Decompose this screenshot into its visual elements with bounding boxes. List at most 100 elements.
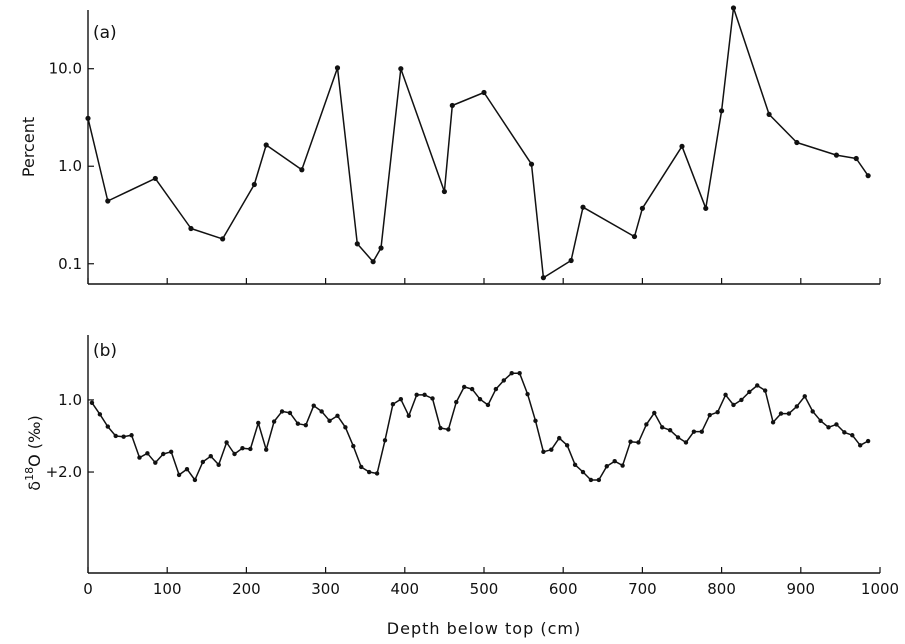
panel-a-data-point xyxy=(449,102,455,109)
panel-b-data-point xyxy=(382,438,388,443)
panel-b-data-point xyxy=(343,425,348,430)
panel-b-data-point xyxy=(675,435,681,440)
panel-b-data-point xyxy=(295,421,301,426)
panel-b-data-point xyxy=(596,477,602,483)
panel-b-x-tick-label: 100 xyxy=(153,580,182,598)
panel-a-data-point xyxy=(481,89,487,96)
panel-b-data-point xyxy=(818,418,823,424)
panel-b-data-point xyxy=(580,469,586,475)
panel-b-data-point xyxy=(129,433,134,438)
panel-b-data-point xyxy=(786,411,792,416)
panel-a-data-point xyxy=(334,65,341,71)
panel-b-data-point xyxy=(493,386,499,392)
panel-b-data-point xyxy=(723,392,728,398)
panel-b-x-tick-label: 500 xyxy=(470,580,499,598)
panel-b-data-point xyxy=(89,400,95,405)
panel-b-data-point xyxy=(501,378,506,383)
panel-b-data-point xyxy=(699,429,704,434)
panel-b-data-point xyxy=(755,383,760,388)
panel-b-data-point xyxy=(279,409,285,414)
panel-b-data-point xyxy=(517,371,522,376)
panel-b-data-point xyxy=(105,424,111,429)
panel-b-x-tick-label: 300 xyxy=(311,580,340,598)
panel-b-points xyxy=(89,371,871,483)
panel-a-data-point xyxy=(730,5,737,11)
panel-a-data-point xyxy=(568,257,574,264)
panel-b-data-point xyxy=(810,409,815,414)
panel-a-data-point xyxy=(251,181,257,188)
panel-a-data-point xyxy=(540,275,547,281)
panel-b-data-point xyxy=(572,462,578,468)
panel-a-data-point xyxy=(794,139,800,146)
panel-a-data-point xyxy=(354,241,360,247)
panel-a-data-point xyxy=(631,233,638,240)
panel-b-data-point xyxy=(636,440,641,445)
panel-b-data-point xyxy=(335,413,340,418)
panel-b-data-point xyxy=(216,462,221,468)
panel-b-data-point xyxy=(557,435,562,441)
panel-b-data-point xyxy=(271,419,277,424)
panel-a-data-point xyxy=(853,155,859,162)
panel-a-data-point xyxy=(263,142,269,148)
panel-b-data-point xyxy=(834,422,839,427)
panel-b-data-point xyxy=(739,397,744,403)
panel-b-data-point xyxy=(287,410,293,416)
panel-a-data-point xyxy=(639,205,646,211)
panel-a-data-point xyxy=(188,225,194,232)
panel-b-data-point xyxy=(430,396,435,401)
panel-b-data-point xyxy=(652,410,657,416)
panel-a-y-tick-label: 10.0 xyxy=(49,60,82,78)
panel-a-points xyxy=(85,5,871,281)
panel-b-data-point xyxy=(438,425,443,431)
panel-b-data-point xyxy=(113,433,118,439)
panel-b-data-point xyxy=(707,412,712,418)
panel-a-series-line xyxy=(87,7,869,279)
panel-b-data-point xyxy=(311,403,316,408)
panel-b-data-point xyxy=(121,434,126,439)
panel-b-y-tick-label: +2.0 xyxy=(46,463,82,481)
panel-b-data-point xyxy=(200,459,206,465)
panel-b-data-point xyxy=(232,451,237,457)
panel-b-x-tick-label: 0 xyxy=(83,580,93,598)
panel-b-x-tick-label: 800 xyxy=(707,580,736,598)
panel-b-y-tick-label: 1.0 xyxy=(58,391,82,409)
panel-a-data-point xyxy=(766,111,772,118)
panel-b-data-point xyxy=(850,433,855,438)
panel-a-data-point xyxy=(378,245,384,251)
panel-a-y-tick-label: 0.1 xyxy=(58,255,82,273)
panel-a-y-ticks: 0.1 1.0 10.0 xyxy=(49,60,94,273)
panel-a-data-point xyxy=(370,259,376,265)
panel-b-x-tick-label: 600 xyxy=(549,580,578,598)
panel-b-data-point xyxy=(588,477,594,483)
panel-b-data-point xyxy=(184,466,190,472)
panel-b-x-ticks: 0 100 200 300 400 500 600 700 800 900 1000 xyxy=(83,567,899,598)
panel-b-data-point xyxy=(715,409,720,415)
panel-a-data-point xyxy=(220,236,226,242)
panel-b-data-point xyxy=(351,443,356,449)
x-axis-label: Depth below top (cm) xyxy=(387,619,581,638)
panel-a-x-ticks xyxy=(87,278,881,284)
panel-b-data-point xyxy=(454,399,459,405)
panel-b-series-line xyxy=(91,372,869,481)
panel-a-data-point xyxy=(441,188,447,195)
panel-b-data-point xyxy=(660,425,665,430)
panel-a-ylabel: Percent xyxy=(19,117,38,177)
panel-a-data-point xyxy=(398,66,404,72)
panel-b-data-point xyxy=(477,396,483,402)
panel-b-data-point xyxy=(683,440,689,445)
panel-b-data-point xyxy=(762,388,768,393)
panel-b-data-point xyxy=(826,425,831,430)
panel-a-data-point xyxy=(580,204,586,210)
panel-b-data-point xyxy=(446,427,451,432)
panel-b-data-point xyxy=(533,418,538,424)
panel-a-data-point xyxy=(105,198,111,204)
panel-b-data-point xyxy=(604,464,609,469)
panel-b-data-point xyxy=(525,391,530,397)
panel-b-data-point xyxy=(422,392,427,398)
panel-b-data-point xyxy=(620,463,625,468)
panel-b-data-point xyxy=(176,472,182,478)
panel-b-data-point xyxy=(224,440,229,445)
panel-a-data-point xyxy=(299,167,305,173)
panel-b-data-point xyxy=(667,428,673,433)
